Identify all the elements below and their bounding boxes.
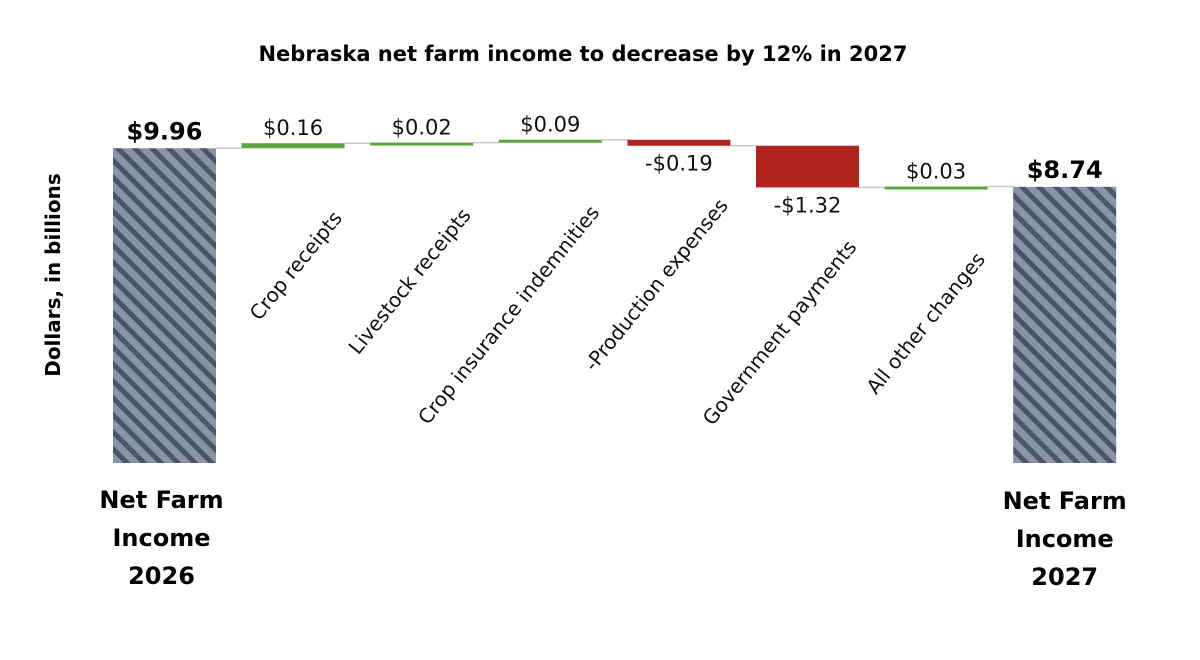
chart-title: Nebraska net farm income to decrease by … <box>258 42 907 66</box>
total-name-end: 2027 <box>1031 563 1098 591</box>
total-name-end: Income <box>1016 525 1114 553</box>
total-name-start: Income <box>112 524 210 552</box>
total-name-start: 2026 <box>128 562 195 590</box>
step-bar <box>370 142 474 146</box>
step-bar <box>241 143 345 149</box>
total-bar-start <box>113 148 216 464</box>
total-name-start: Net Farm <box>99 486 223 514</box>
total-name-end: Net Farm <box>1003 487 1127 515</box>
category-label: Government payments <box>698 235 862 429</box>
data-label: $0.09 <box>520 113 580 137</box>
category-label: Crop receipts <box>245 206 347 324</box>
category-label: All other changes <box>861 248 990 399</box>
step-bar <box>756 145 859 188</box>
step-bar <box>884 186 988 190</box>
data-label: -$0.19 <box>645 152 713 176</box>
data-label: $0.16 <box>263 116 323 140</box>
y-axis-label: Dollars, in billions <box>41 173 65 377</box>
step-bar <box>498 139 602 143</box>
data-label-start: $9.96 <box>127 117 203 145</box>
category-label: Livestock receipts <box>344 204 476 359</box>
data-label: -$1.32 <box>774 193 842 217</box>
data-label: $0.02 <box>392 116 452 140</box>
data-label: $0.03 <box>906 160 966 184</box>
chart-marks: $9.96 Net Farm Income 2026 $0.16 Crop receipt… <box>99 113 1126 591</box>
category-label: -Production expenses <box>579 194 733 376</box>
step-bar <box>627 139 731 146</box>
total-bar-end <box>1013 186 1117 464</box>
data-label-end: $8.74 <box>1027 156 1103 184</box>
